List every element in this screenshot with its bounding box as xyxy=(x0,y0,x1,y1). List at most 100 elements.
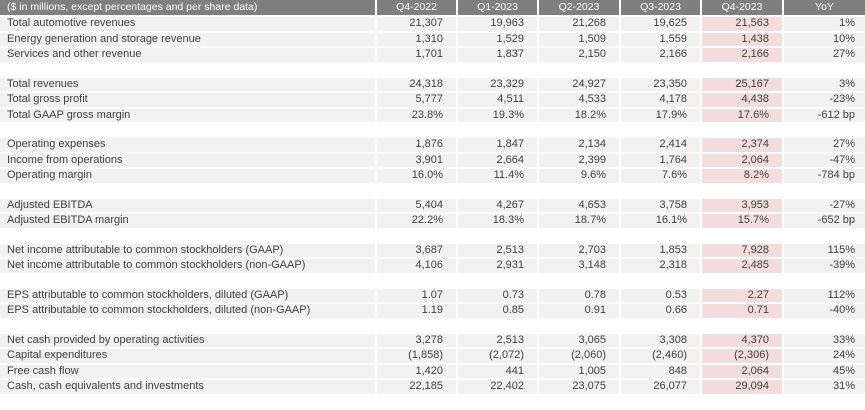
row-label: Total revenues xyxy=(0,77,377,94)
table-row: EPS attributable to common stockholders,… xyxy=(0,288,865,305)
cell-yoy: 27% xyxy=(784,48,865,64)
cell-q3-2023: 17.9% xyxy=(621,108,702,125)
section-gap xyxy=(0,63,865,78)
cell-q4-2023: 2,485 xyxy=(702,259,784,275)
cell-q2-2023: (2,060) xyxy=(539,349,621,365)
cell-q3-2023: (2,460) xyxy=(621,349,702,365)
section-gap xyxy=(0,319,865,334)
cell-q1-2023: 1,847 xyxy=(458,138,539,154)
column-header-q4-2022: Q4-2022 xyxy=(377,0,458,17)
cell-yoy: 45% xyxy=(784,364,865,381)
cell-q4-2023: 15.7% xyxy=(702,214,784,230)
table-row: EPS attributable to common stockholders,… xyxy=(0,304,865,320)
cell-yoy: -40% xyxy=(784,304,865,320)
cell-yoy: 112% xyxy=(784,288,865,305)
row-label: Income from operations xyxy=(0,153,377,170)
table-row: Services and other revenue 1,701 1,837 2,15… xyxy=(0,48,865,64)
cell-q4-2023: 21,563 xyxy=(702,17,784,33)
row-label: Energy generation and storage revenue xyxy=(0,32,377,49)
cell-q1-2023: 441 xyxy=(458,364,539,381)
row-label: EPS attributable to common stockholders,… xyxy=(0,288,377,305)
cell-q4-2023: 2,166 xyxy=(702,48,784,64)
table-row: Adjusted EBITDA margin 22.2% 18.3% 18.7% 16.… xyxy=(0,214,865,230)
cell-yoy: -652 bp xyxy=(784,214,865,230)
cell-q4-2023: (2,306) xyxy=(702,349,784,365)
cell-q4-2022: 5,404 xyxy=(377,198,458,215)
cell-yoy: -784 bp xyxy=(784,169,865,185)
cell-q4-2022: 23.8% xyxy=(377,108,458,125)
cell-q4-2023: 7,928 xyxy=(702,243,784,260)
cell-q1-2023: 2,513 xyxy=(458,333,539,350)
cell-q3-2023: 26,077 xyxy=(621,380,702,397)
row-label: Adjusted EBITDA xyxy=(0,198,377,215)
cell-yoy: -27% xyxy=(784,198,865,215)
row-label: Net income attributable to common stockh… xyxy=(0,259,377,275)
cell-q4-2022: 3,687 xyxy=(377,243,458,260)
table-row: Income from operations 3,901 2,664 2,399 1,7… xyxy=(0,153,865,170)
cell-q4-2022: 1,876 xyxy=(377,138,458,154)
table-row: Total automotive revenues 21,307 19,963 21,… xyxy=(0,17,865,33)
table-row: Operating margin 16.0% 11.4% 9.6% 7.6% 8.2% -7… xyxy=(0,169,865,185)
row-label: Total gross profit xyxy=(0,93,377,109)
cell-q3-2023: 848 xyxy=(621,364,702,381)
section-gap xyxy=(0,274,865,289)
cell-q1-2023: 22,402 xyxy=(458,380,539,397)
cell-q1-2023: 0.85 xyxy=(458,304,539,320)
cell-q3-2023: 1,853 xyxy=(621,243,702,260)
cell-yoy: 27% xyxy=(784,138,865,154)
cell-q1-2023: 1,837 xyxy=(458,48,539,64)
cell-yoy: 24% xyxy=(784,349,865,365)
cell-q1-2023: 4,511 xyxy=(458,93,539,109)
cell-yoy: 3% xyxy=(784,77,865,94)
row-label: Adjusted EBITDA margin xyxy=(0,214,377,230)
cell-q1-2023: 2,664 xyxy=(458,153,539,170)
row-label: Services and other revenue xyxy=(0,48,377,64)
cell-yoy: 33% xyxy=(784,333,865,350)
cell-q2-2023: 2,703 xyxy=(539,243,621,260)
table-row: Net income attributable to common stockh… xyxy=(0,259,865,275)
cell-q4-2023: 4,370 xyxy=(702,333,784,350)
cell-q4-2022: 24,318 xyxy=(377,77,458,94)
row-label: Total GAAP gross margin xyxy=(0,108,377,125)
row-label: Net cash provided by operating activitie… xyxy=(0,333,377,350)
cell-yoy: -23% xyxy=(784,93,865,109)
table-row: Free cash flow 1,420 441 1,005 848 2,064 45% xyxy=(0,364,865,381)
cell-q2-2023: 1,005 xyxy=(539,364,621,381)
cell-yoy: -612 bp xyxy=(784,108,865,125)
cell-q4-2022: 4,106 xyxy=(377,259,458,275)
row-label: Capital expenditures xyxy=(0,349,377,365)
cell-q1-2023: 1,529 xyxy=(458,32,539,49)
cell-q1-2023: 18.3% xyxy=(458,214,539,230)
cell-q4-2022: 3,901 xyxy=(377,153,458,170)
cell-q4-2023: 2.27 xyxy=(702,288,784,305)
table-body: Total automotive revenues 21,307 19,963 21,… xyxy=(0,17,865,397)
cell-q2-2023: 21,268 xyxy=(539,17,621,33)
column-header-yoy: YoY xyxy=(784,0,865,17)
table-row: Adjusted EBITDA 5,404 4,267 4,653 3,758 3,953… xyxy=(0,198,865,215)
cell-q1-2023: 2,931 xyxy=(458,259,539,275)
cell-yoy: -47% xyxy=(784,153,865,170)
cell-q2-2023: 4,653 xyxy=(539,198,621,215)
cell-q3-2023: 3,758 xyxy=(621,198,702,215)
row-label: Operating margin xyxy=(0,169,377,185)
cell-q4-2023: 8.2% xyxy=(702,169,784,185)
cell-q4-2023: 2,064 xyxy=(702,364,784,381)
cell-q3-2023: 23,350 xyxy=(621,77,702,94)
column-header-q2-2023: Q2-2023 xyxy=(539,0,621,17)
cell-q1-2023: 23,329 xyxy=(458,77,539,94)
cell-q2-2023: 2,134 xyxy=(539,138,621,154)
cell-q2-2023: 2,399 xyxy=(539,153,621,170)
cell-q4-2022: 21,307 xyxy=(377,17,458,33)
cell-yoy: 31% xyxy=(784,380,865,397)
cell-q3-2023: 2,166 xyxy=(621,48,702,64)
cell-q1-2023: 19,963 xyxy=(458,17,539,33)
cell-q3-2023: 2,414 xyxy=(621,138,702,154)
cell-q3-2023: 1,559 xyxy=(621,32,702,49)
cell-q2-2023: 18.7% xyxy=(539,214,621,230)
cell-q4-2022: 22,185 xyxy=(377,380,458,397)
table-row: Total gross profit 5,777 4,511 4,533 4,178 4,… xyxy=(0,93,865,109)
cell-q1-2023: 0.73 xyxy=(458,288,539,305)
table-row: Total revenues 24,318 23,329 24,927 23,350 25… xyxy=(0,77,865,94)
cell-q4-2022: 1.19 xyxy=(377,304,458,320)
cell-q1-2023: 19.3% xyxy=(458,108,539,125)
